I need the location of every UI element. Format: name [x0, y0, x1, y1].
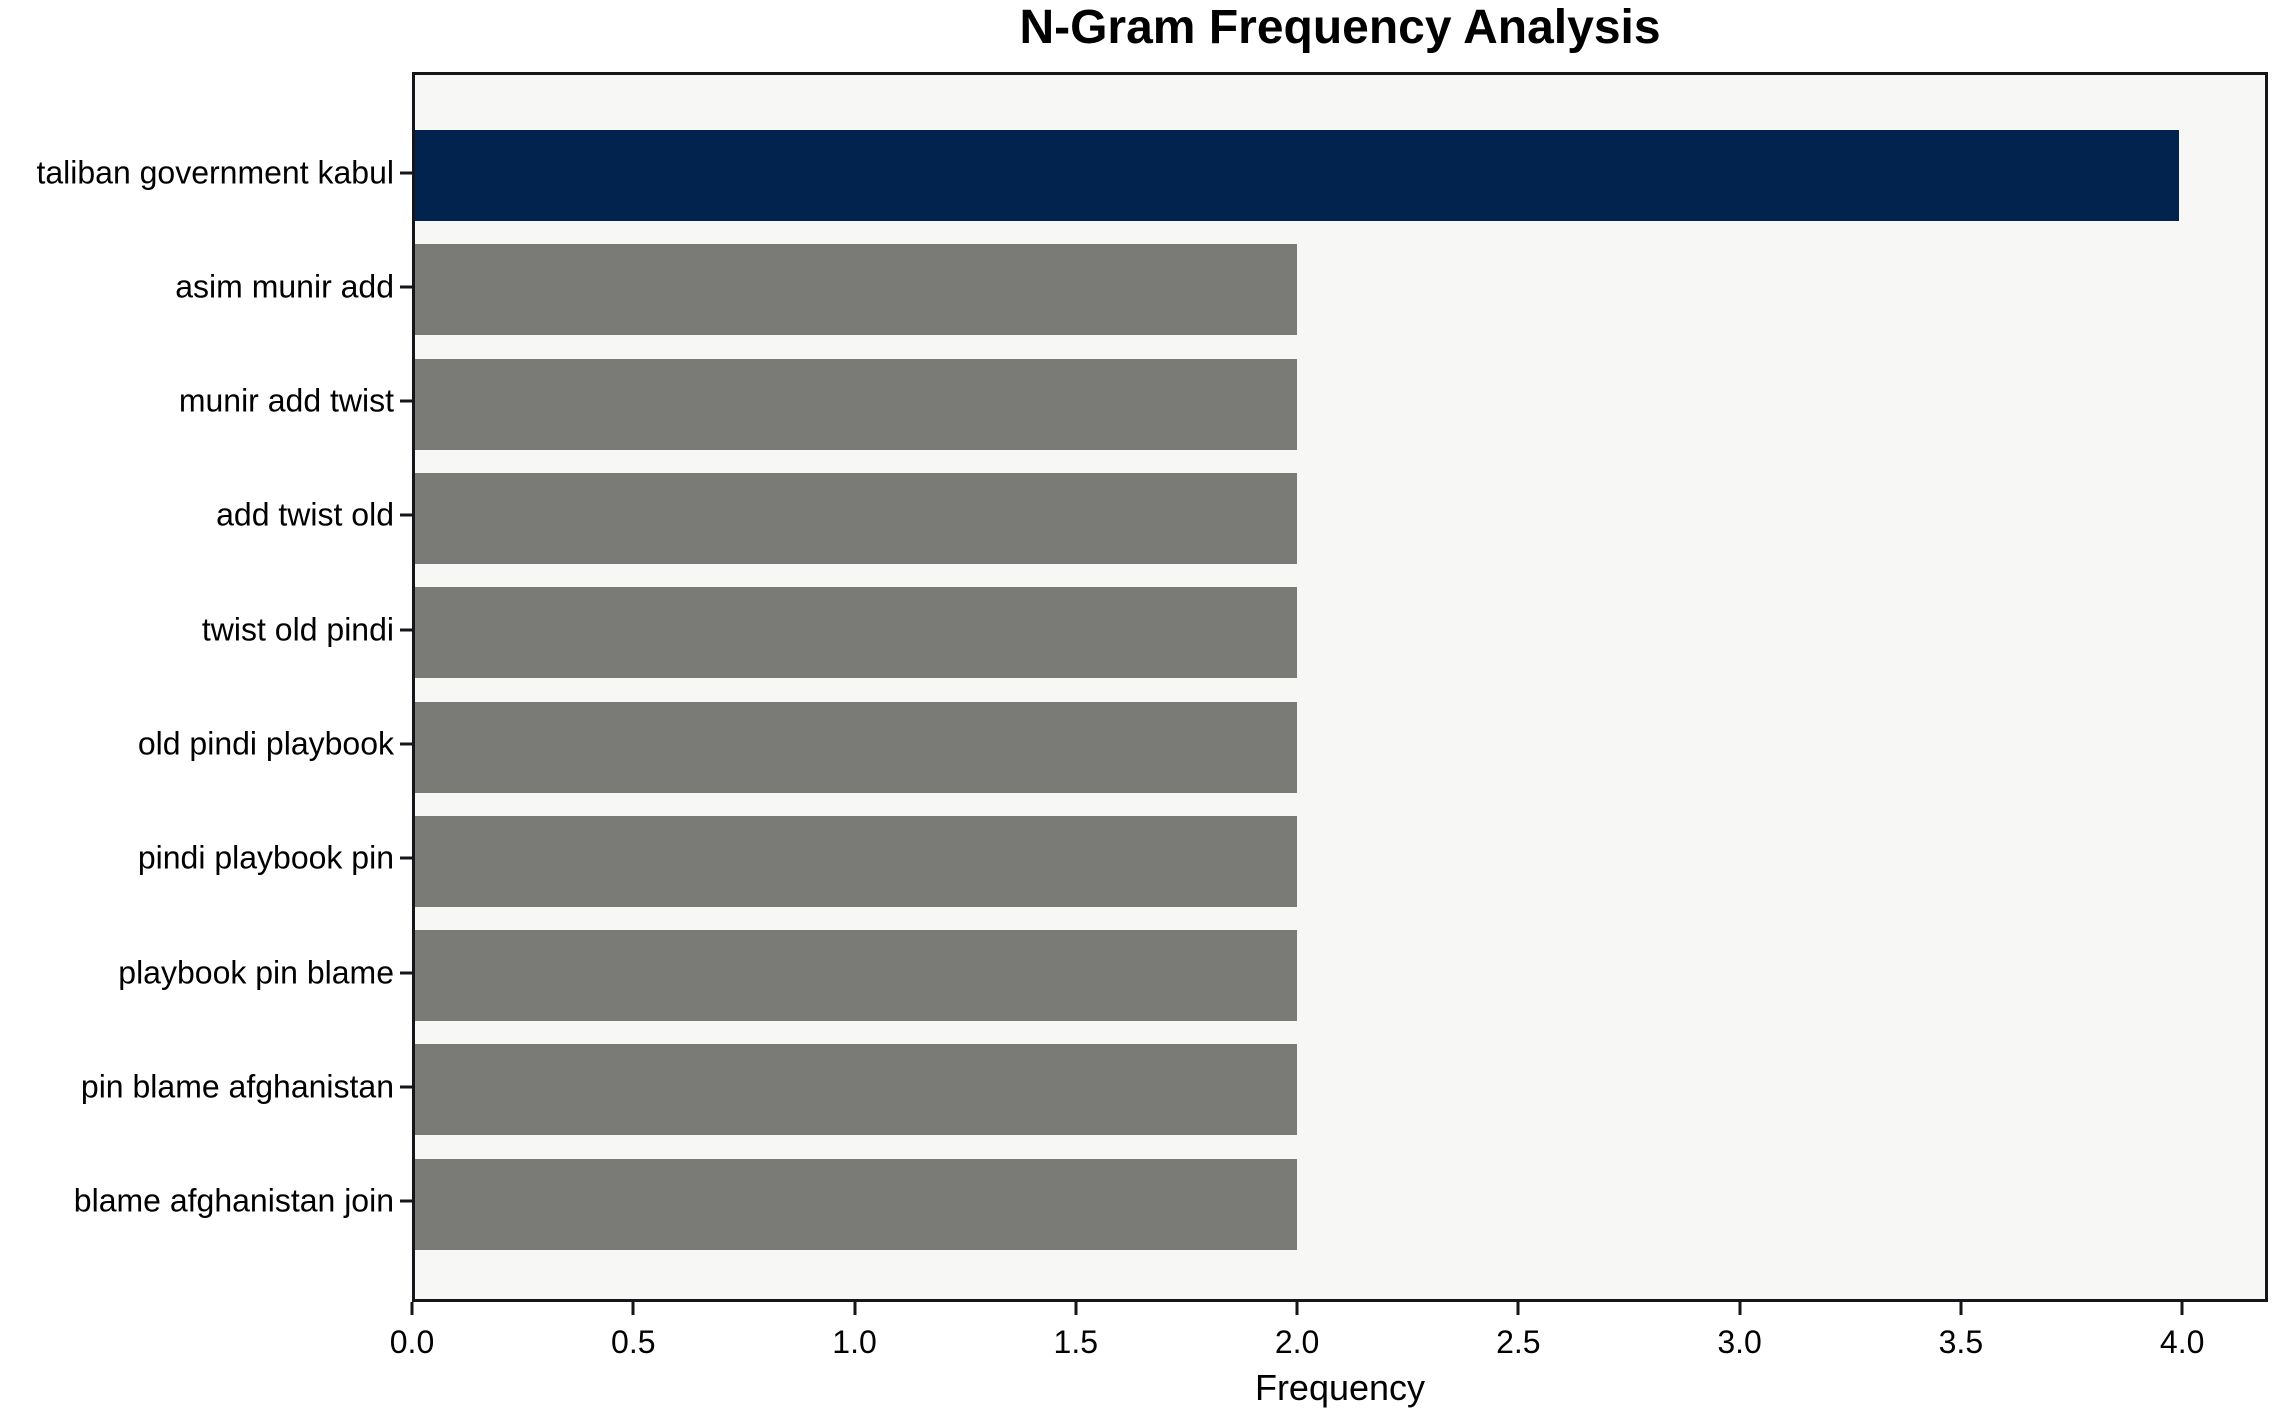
x-tick-mark: [853, 1302, 857, 1315]
y-tick-label: asim munir add: [175, 268, 394, 305]
x-tick-label: 2.0: [1274, 1324, 1320, 1360]
y-tick-label: twist old pindi: [201, 611, 394, 648]
y-tick-label: add twist old: [216, 496, 394, 533]
chart-title: N-Gram Frequency Analysis: [1019, 1, 1661, 54]
y-tick-mark: [400, 171, 412, 174]
x-tick-label: 3.0: [1717, 1324, 1762, 1360]
bar: [415, 358, 1298, 450]
y-tick-mark: [400, 971, 412, 975]
x-tick-mark: [1516, 1302, 1520, 1315]
bar-row: [415, 587, 2265, 679]
y-tick-mark: [400, 628, 412, 632]
x-tick-label: 2.5: [1496, 1324, 1541, 1360]
x-tick-label: 3.5: [1938, 1324, 1984, 1360]
y-tick-mark: [400, 1199, 412, 1203]
x-tick-mark: [1295, 1302, 1299, 1315]
bar-row: [415, 701, 2265, 793]
y-tick-mark: [400, 285, 412, 289]
bar: [415, 472, 1298, 564]
bar: [415, 130, 2180, 221]
bar-row: [415, 815, 2265, 907]
x-tick-mark: [1959, 1302, 1963, 1315]
bar-row: [415, 130, 2265, 221]
x-axis-label: Frequency: [1254, 1367, 1426, 1408]
bar: [415, 587, 1298, 679]
bar-row: [415, 1158, 2265, 1250]
x-tick-mark: [410, 1302, 414, 1315]
y-tick-mark: [400, 1085, 412, 1089]
bar: [415, 701, 1298, 793]
y-tick-label: pindi playbook pin: [137, 839, 394, 876]
bar-row: [415, 1044, 2265, 1136]
bar-row: [415, 244, 2265, 336]
bar: [415, 815, 1298, 907]
x-tick-label: 0.5: [611, 1324, 656, 1360]
bar-row: [415, 358, 2265, 450]
bar: [415, 1158, 1298, 1250]
x-tick-label: 1.5: [1053, 1324, 1099, 1360]
y-tick-label: pin blame afghanistan: [80, 1068, 394, 1105]
bar-row: [415, 472, 2265, 564]
x-tick-mark: [1074, 1302, 1078, 1315]
x-tick-mark: [1738, 1302, 1742, 1315]
y-tick-mark: [400, 399, 412, 403]
y-tick-mark: [400, 742, 412, 746]
plot-area: [412, 72, 2268, 1302]
x-tick-mark: [631, 1302, 635, 1315]
y-tick-label: playbook pin blame: [118, 954, 394, 991]
x-tick-label: 0.0: [389, 1324, 435, 1360]
y-tick-mark: [400, 856, 412, 860]
bar: [415, 930, 1298, 1022]
x-tick-label: 4.0: [2159, 1324, 2205, 1360]
y-tick-mark: [400, 513, 412, 517]
y-tick-label: old pindi playbook: [137, 725, 394, 762]
bar: [415, 1044, 1298, 1136]
x-tick-label: 1.0: [832, 1324, 877, 1360]
bar: [415, 244, 1298, 336]
x-tick-mark: [2180, 1302, 2184, 1315]
y-tick-label: taliban government kabul: [36, 154, 394, 190]
y-tick-label: blame afghanistan join: [73, 1182, 394, 1219]
bar-row: [415, 930, 2265, 1022]
y-tick-label: munir add twist: [178, 382, 394, 419]
